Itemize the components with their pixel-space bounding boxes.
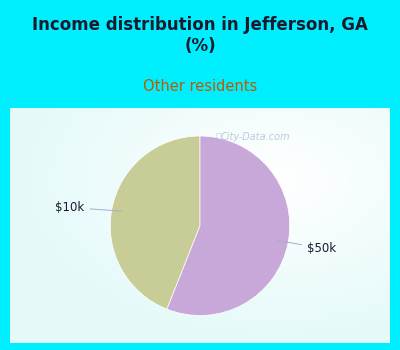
Text: City-Data.com: City-Data.com xyxy=(220,132,290,142)
Text: Other residents: Other residents xyxy=(143,79,257,94)
Text: ⓘ: ⓘ xyxy=(216,132,221,142)
Text: $10k: $10k xyxy=(55,201,122,214)
Text: $50k: $50k xyxy=(278,240,336,255)
Wedge shape xyxy=(167,136,290,315)
Text: Income distribution in Jefferson, GA
(%): Income distribution in Jefferson, GA (%) xyxy=(32,16,368,55)
Wedge shape xyxy=(110,136,200,309)
